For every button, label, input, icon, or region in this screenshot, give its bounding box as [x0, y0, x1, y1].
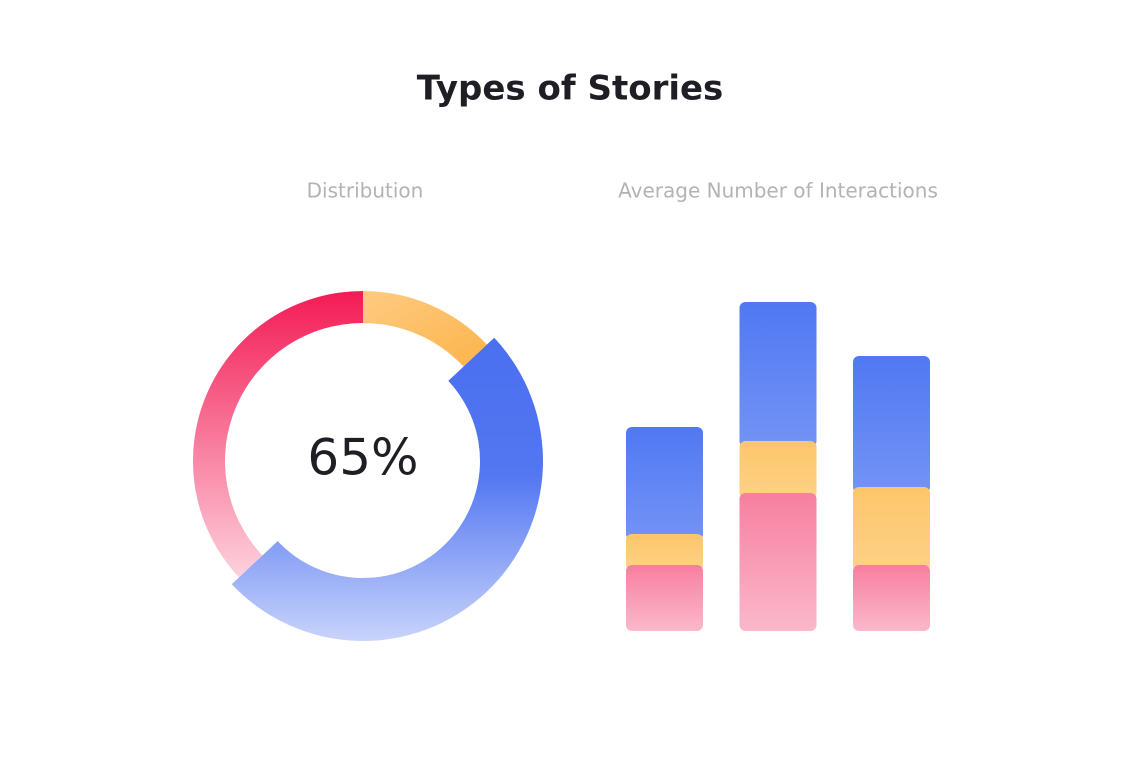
donut-segment	[231, 337, 543, 641]
bar-segment	[853, 356, 930, 493]
donut-segment	[193, 291, 363, 578]
bar-segment	[739, 302, 817, 447]
bar-segment	[739, 493, 817, 631]
bar-segment	[739, 441, 817, 499]
chart-title: Distribution	[307, 179, 424, 203]
bar-segment	[853, 487, 930, 571]
page-title: Types of Stories	[417, 69, 724, 109]
center-label: 65%	[307, 429, 418, 487]
bar-segment	[626, 565, 703, 631]
donut-segment	[363, 291, 487, 367]
bar-segment	[626, 534, 703, 571]
bar-segment	[853, 565, 930, 631]
chart-title: Average Number of Interactions	[618, 179, 938, 203]
bar-segment	[626, 427, 703, 540]
